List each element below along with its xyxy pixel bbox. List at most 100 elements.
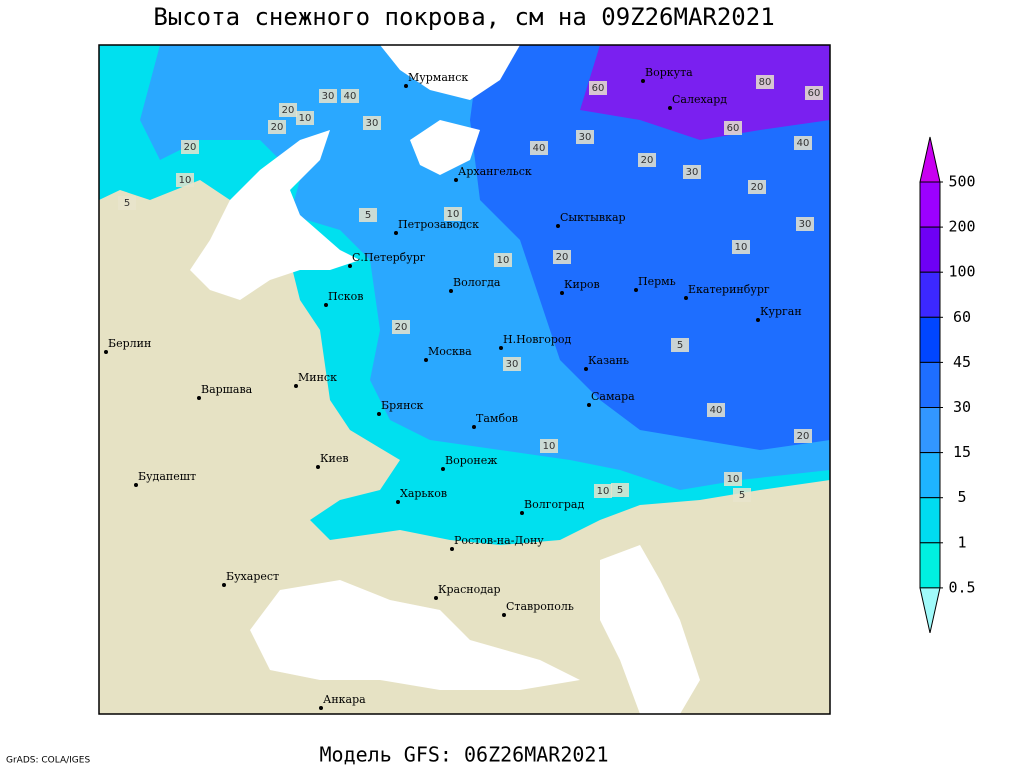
contour-label-box [683, 165, 701, 179]
contour-label-box [540, 439, 558, 453]
city-dot [454, 178, 458, 182]
city-dot [634, 288, 638, 292]
contour-label-box [268, 120, 286, 134]
contour-label: 30 [366, 118, 379, 129]
city-dot [560, 291, 564, 295]
legend-box [919, 407, 941, 454]
contour-label: 40 [533, 143, 546, 154]
barents-sea [380, 45, 520, 100]
contour-label-box [611, 483, 629, 497]
city-dot [556, 224, 560, 228]
contour-label: 20 [556, 252, 569, 263]
footer: Модель GFS: 06Z26MAR2021 [320, 743, 609, 767]
city-label: Курган [760, 305, 802, 318]
city-dot [319, 706, 323, 710]
contour-label: 40 [344, 91, 357, 102]
city-label: Киев [320, 452, 349, 465]
contour-label-box [576, 130, 594, 144]
legend-label: 5 [957, 488, 966, 506]
city-label: Минск [298, 371, 337, 384]
contour-label-box [748, 180, 766, 194]
city-label: Н.Новгород [503, 333, 572, 346]
city-dot [756, 318, 760, 322]
contour-label-box [794, 136, 812, 150]
city-label: Мурманск [408, 71, 468, 84]
city-label: Петрозаводск [398, 218, 479, 231]
city-dot [472, 425, 476, 429]
contour-label-box [296, 111, 314, 125]
legend-label: 45 [953, 353, 971, 371]
city-label: Анкара [323, 693, 366, 706]
city-dot [134, 483, 138, 487]
city-label: Бухарест [226, 570, 279, 583]
contour-label: 60 [727, 123, 740, 134]
city-label: С.Петербург [352, 251, 426, 264]
title: Высота снежного покрова, см на 09Z26MAR2… [153, 3, 774, 31]
legend-box [919, 181, 941, 228]
contour-label-box [279, 103, 297, 117]
city-label: Ростов-на-Дону [454, 534, 544, 547]
white-sea [410, 120, 480, 175]
map [98, 44, 831, 715]
contour-label-box [671, 338, 689, 352]
contour-label: 20 [395, 322, 408, 333]
contour-label-box [319, 89, 337, 103]
legend-cap-bottom [919, 587, 941, 634]
city-label: Краснодар [438, 583, 501, 596]
city-dot [396, 500, 400, 504]
snow-heavy [580, 45, 830, 140]
legend-label: 100 [948, 263, 975, 281]
contour-label: 20 [641, 155, 654, 166]
city-dot [348, 264, 352, 268]
legend-label: 30 [953, 398, 971, 416]
city-dot [394, 231, 398, 235]
credit: GrADS: COLA/IGES [6, 756, 90, 766]
contour-label-box [594, 484, 612, 498]
contour-label: 30 [322, 91, 335, 102]
contour-label-box [589, 81, 607, 95]
map-labels: Мурманск Воркута Салехард Архангельск Сыктыв… [104, 66, 823, 710]
city-dot [222, 583, 226, 587]
contour-label: 5 [677, 340, 683, 351]
city-label: Брянск [381, 399, 424, 412]
legend-box [919, 452, 941, 499]
snow-deep [470, 45, 830, 450]
contour-label: 30 [799, 219, 812, 230]
contour-label: 5 [124, 198, 130, 209]
contour-label-box [359, 208, 377, 222]
contour-label-box [794, 429, 812, 443]
contour-label-box [392, 320, 410, 334]
city-label: Екатеринбург [688, 283, 770, 296]
city-label: Самара [591, 390, 635, 403]
city-label: Пермь [638, 275, 676, 288]
contour-label: 80 [759, 77, 772, 88]
contour-label-box [756, 75, 774, 89]
contour-label-box [363, 116, 381, 130]
contour-label-box [341, 89, 359, 103]
city-label: Берлин [108, 337, 151, 350]
legend-label: 60 [953, 308, 971, 326]
city-label: Варшава [201, 383, 253, 396]
contour-label-box [553, 250, 571, 264]
city-dot [449, 289, 453, 293]
contour-label-box [494, 253, 512, 267]
city-label: Будапешт [138, 470, 196, 483]
contour-label: 30 [506, 359, 519, 370]
contour-label-box [733, 488, 751, 502]
contour-label-box [176, 173, 194, 187]
legend-cap-top [919, 136, 941, 183]
contour-label: 10 [447, 209, 460, 220]
contour-label: 10 [597, 486, 610, 497]
legend-box [919, 271, 941, 318]
contour-label-box [724, 472, 742, 486]
city-dot [324, 303, 328, 307]
contour-label-box [707, 403, 725, 417]
contour-label: 5 [617, 485, 623, 496]
contour-label-box [118, 196, 136, 210]
city-dot [641, 79, 645, 83]
contour-label-box [724, 121, 742, 135]
contour-label: 10 [543, 441, 556, 452]
city-dot [584, 367, 588, 371]
contour-label-box [638, 153, 656, 167]
legend-box [919, 226, 941, 273]
